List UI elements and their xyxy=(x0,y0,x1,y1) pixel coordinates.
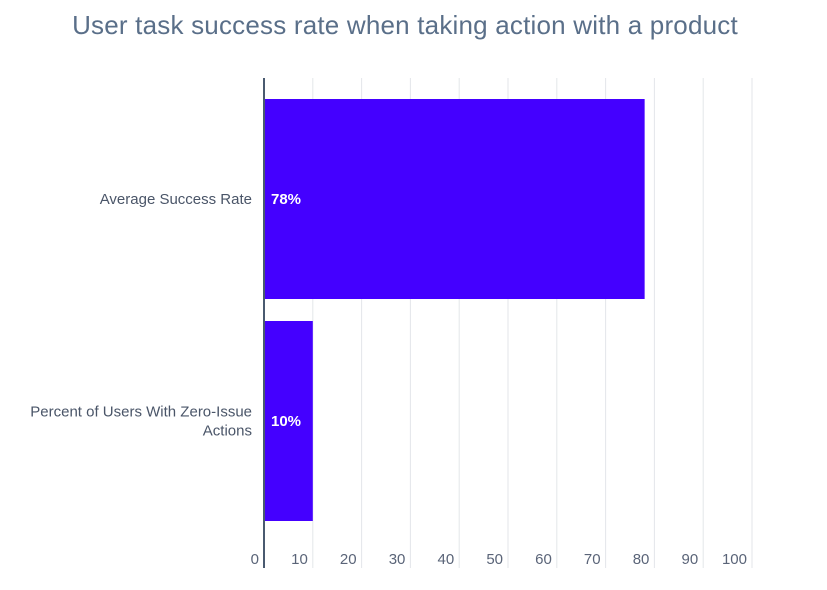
category-label-line: Percent of Users With Zero-Issue xyxy=(30,404,252,421)
bar-0 xyxy=(264,99,645,299)
x-tick-50: 50 xyxy=(486,551,503,568)
category-labels: Average Success Rate Percent of Users Wit… xyxy=(30,191,252,440)
category-label-0: Average Success Rate xyxy=(100,191,252,208)
x-tick-labels: 0 10 20 30 40 50 60 70 80 90 100 xyxy=(251,551,747,568)
category-label-1: Percent of Users With Zero-Issue Actions xyxy=(30,404,252,440)
x-tick-80: 80 xyxy=(633,551,650,568)
x-tick-40: 40 xyxy=(438,551,455,568)
category-label-line: Average Success Rate xyxy=(100,191,252,208)
data-label-0: 78% xyxy=(271,191,301,208)
x-tick-90: 90 xyxy=(682,551,699,568)
data-label-1: 10% xyxy=(271,413,301,430)
chart-title: User task success rate when taking actio… xyxy=(72,10,738,40)
category-label-line: Actions xyxy=(203,423,252,440)
x-tick-20: 20 xyxy=(340,551,357,568)
bars: 78% 10% xyxy=(264,99,645,521)
bar-1 xyxy=(264,321,313,521)
x-tick-10: 10 xyxy=(291,551,308,568)
x-tick-100: 100 xyxy=(722,551,747,568)
x-tick-60: 60 xyxy=(535,551,552,568)
x-tick-70: 70 xyxy=(584,551,601,568)
x-tick-0: 0 xyxy=(251,551,259,568)
x-tick-30: 30 xyxy=(389,551,406,568)
